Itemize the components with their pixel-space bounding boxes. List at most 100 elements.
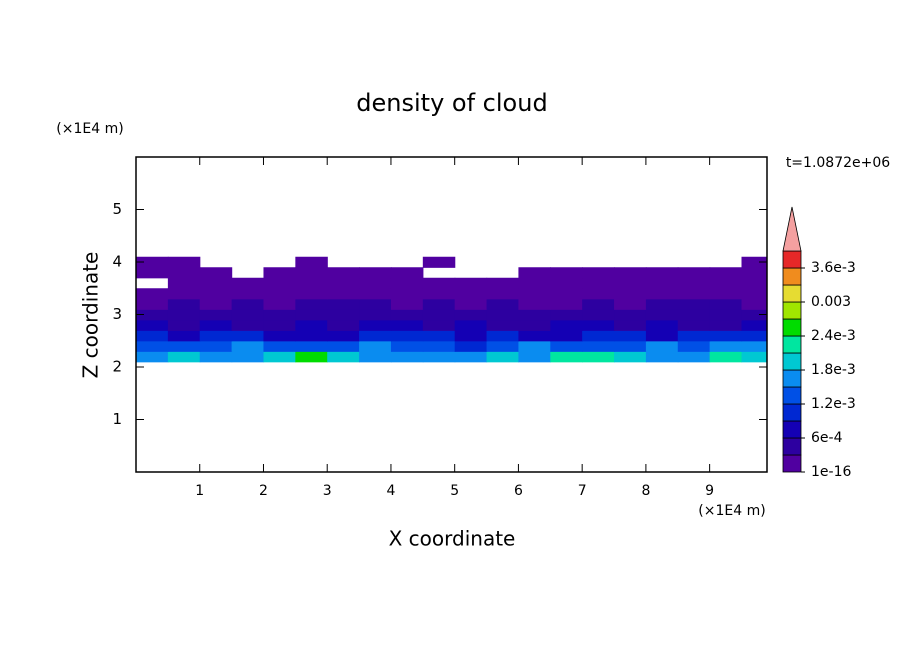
contour-cell xyxy=(390,267,424,279)
colorbar-box xyxy=(782,318,802,337)
contour-cell xyxy=(263,277,296,289)
contour-cell xyxy=(550,319,583,331)
contour-cell xyxy=(199,351,233,363)
contour-cell xyxy=(645,309,679,321)
contour-cell xyxy=(582,277,615,289)
contour-cell xyxy=(550,330,583,342)
contour-cell xyxy=(582,288,615,300)
contour-cell xyxy=(327,351,360,363)
contour-cell xyxy=(709,309,743,321)
contour-cell xyxy=(741,277,767,289)
contour-cell xyxy=(167,309,201,321)
contour-cell xyxy=(263,340,296,352)
colorbar-tick-label: 1e-16 xyxy=(811,464,851,480)
contour-cell xyxy=(486,351,520,363)
contour-cell xyxy=(550,277,583,289)
contour-cell xyxy=(422,319,456,331)
contour-cell xyxy=(582,309,615,321)
colorbar-tick-label: 1.2e-3 xyxy=(811,396,856,412)
contour-cell xyxy=(359,288,392,300)
contour-cell xyxy=(677,309,711,321)
colorbar-box xyxy=(782,250,802,269)
x-tick-label: 6 xyxy=(514,483,523,499)
contour-cell xyxy=(614,298,647,310)
contour-cell xyxy=(295,288,328,300)
contour-cell xyxy=(231,288,265,300)
contour-cell xyxy=(677,288,711,300)
contour-cell xyxy=(295,319,328,331)
contour-cell xyxy=(167,277,201,289)
contour-cell xyxy=(390,309,424,321)
contour-cell xyxy=(390,288,424,300)
x-tick-label: 3 xyxy=(323,483,332,499)
contour-cell xyxy=(645,298,679,310)
contour-cell xyxy=(295,309,328,321)
contour-cell xyxy=(359,319,392,331)
x-tick-label: 5 xyxy=(450,483,459,499)
contour-cell xyxy=(422,298,456,310)
contour-cell xyxy=(454,288,488,300)
contour-cell xyxy=(582,267,615,279)
contour-cell xyxy=(359,330,392,342)
contour-cell xyxy=(518,340,551,352)
contour-cell xyxy=(359,298,392,310)
contour-cell xyxy=(327,277,360,289)
contour-cell xyxy=(454,309,488,321)
contour-cell xyxy=(741,340,767,352)
contour-cell xyxy=(327,309,360,321)
contour-cell xyxy=(359,267,392,279)
contour-cell xyxy=(709,277,743,289)
contour-cell xyxy=(582,351,615,363)
contour-cell xyxy=(614,309,647,321)
contour-cell xyxy=(582,319,615,331)
time-label: t=1.0872e+06 xyxy=(786,155,890,171)
contour-cell xyxy=(422,340,456,352)
contour-cell xyxy=(136,309,169,321)
contour-cell xyxy=(136,267,169,279)
contour-cell xyxy=(422,277,456,289)
x-unit: (×1E4 m) xyxy=(698,503,765,519)
contour-cell xyxy=(199,309,233,321)
contour-cell xyxy=(550,288,583,300)
contour-cell xyxy=(231,340,265,352)
contour-cell xyxy=(136,340,169,352)
colorbar-box xyxy=(782,284,802,303)
contour-cell xyxy=(677,298,711,310)
contour-cell xyxy=(709,288,743,300)
contour-cell xyxy=(263,288,296,300)
contour-cell xyxy=(486,319,520,331)
colorbar-tick-label: 1.8e-3 xyxy=(811,362,856,378)
contour-cell xyxy=(263,309,296,321)
contour-cell xyxy=(359,277,392,289)
contour-cell xyxy=(390,330,424,342)
contour-cell xyxy=(518,288,551,300)
contour-cell xyxy=(645,267,679,279)
contour-cell xyxy=(454,277,488,289)
contour-cell xyxy=(327,298,360,310)
x-tick-label: 2 xyxy=(259,483,268,499)
contour-cell xyxy=(582,330,615,342)
contour-cell xyxy=(422,309,456,321)
contour-cell xyxy=(741,319,767,331)
contour-cell xyxy=(295,298,328,310)
contour-cell xyxy=(550,340,583,352)
contour-cell xyxy=(486,330,520,342)
contour-cell xyxy=(231,351,265,363)
contour-cell xyxy=(199,267,233,279)
contour-cell xyxy=(582,298,615,310)
contour-cell xyxy=(454,351,488,363)
contour-cell xyxy=(422,288,456,300)
contour-cell xyxy=(486,288,520,300)
contour-cell xyxy=(295,277,328,289)
contour-cell xyxy=(295,340,328,352)
contour-cell xyxy=(645,330,679,342)
contour-cell xyxy=(390,319,424,331)
contour-cell xyxy=(677,267,711,279)
contour-cell xyxy=(486,340,520,352)
contour-cell xyxy=(518,267,551,279)
contour-cell xyxy=(709,330,743,342)
contour-cell xyxy=(645,288,679,300)
contour-cell xyxy=(199,298,233,310)
contour-cell xyxy=(454,319,488,331)
